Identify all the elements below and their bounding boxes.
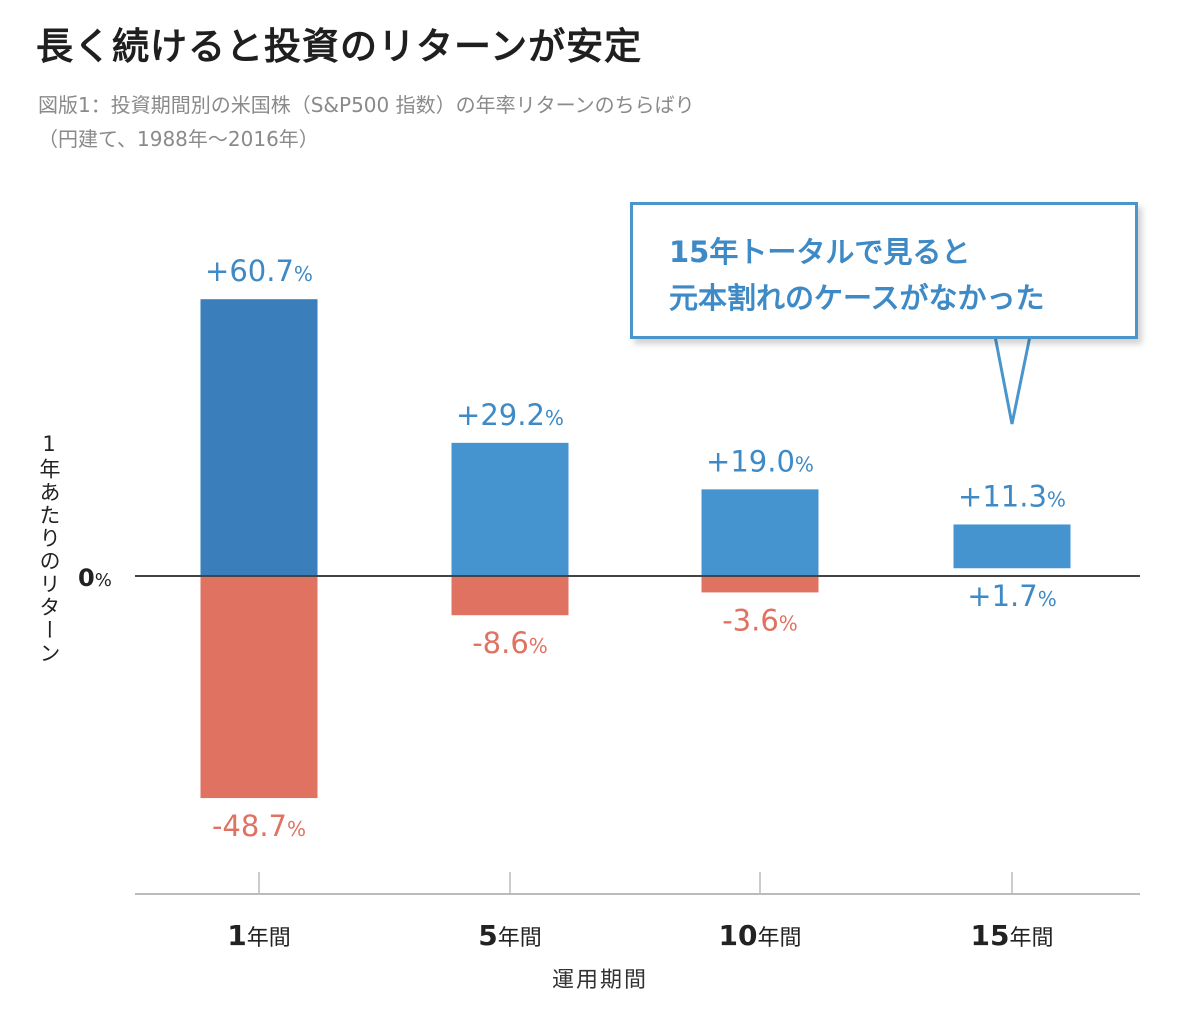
bar-negative-2 xyxy=(701,576,819,593)
subtitle-line-1: 図版1：投資期間別の米国株（S&P500 指数）の年率リターンのちらばり xyxy=(38,93,695,117)
x-tick-label-2: 10年間 xyxy=(719,919,802,952)
x-axis-title: 運用期間 xyxy=(551,968,648,993)
data-label-min-2: -3.6% xyxy=(722,603,798,637)
data-label-max-0: +60.7% xyxy=(205,254,313,288)
y-axis-label: 1年あたりのリターン xyxy=(37,432,61,665)
x-tick-label-3: 15年間 xyxy=(971,919,1054,952)
callout-box: 15年トータルで見ると 元本割れのケースがなかった xyxy=(630,202,1138,339)
data-label-max-3: +11.3% xyxy=(958,479,1066,513)
data-label-min-3: +1.7% xyxy=(967,579,1056,613)
bar-range-3 xyxy=(953,524,1071,569)
callout-pointer xyxy=(993,334,1032,425)
data-label-max-2: +19.0% xyxy=(706,444,814,478)
chart-title: 長く続けると投資のリターンが安定 xyxy=(36,25,643,68)
data-label-min-0: -48.7% xyxy=(212,809,306,843)
callout-line-1: 15年トータルで見ると xyxy=(669,235,971,269)
bar-negative-1 xyxy=(451,576,569,616)
chart-subtitle: 図版1：投資期間別の米国株（S&P500 指数）の年率リターンのちらばり （円建… xyxy=(38,88,695,156)
subtitle-line-2: （円建て、1988年〜2016年） xyxy=(38,127,319,151)
x-tick-label-1: 5年間 xyxy=(478,919,542,952)
bar-positive-0 xyxy=(200,299,318,576)
zero-tick-label: 0% xyxy=(78,564,112,592)
bar-negative-0 xyxy=(200,576,318,799)
data-label-max-1: +29.2% xyxy=(456,398,564,432)
data-label-min-1: -8.6% xyxy=(472,626,548,660)
callout-line-2: 元本割れのケースがなかった xyxy=(669,281,1045,315)
bar-positive-1 xyxy=(451,442,569,576)
bar-positive-2 xyxy=(701,489,819,576)
x-tick-label-0: 1年間 xyxy=(227,919,291,952)
